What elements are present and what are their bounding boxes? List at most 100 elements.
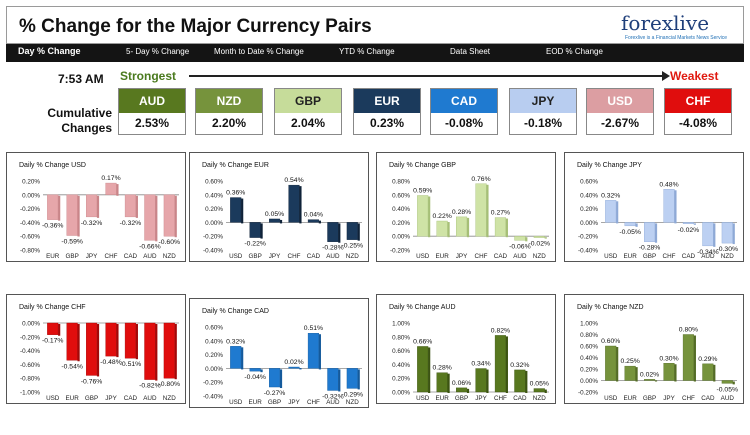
y-tick-label: 0.40%: [580, 355, 598, 362]
bar-value-label: -0.27%: [264, 390, 286, 397]
bar-value-label: -0.22%: [244, 241, 266, 248]
nav-month-to-date-change[interactable]: Month to Date % Change: [214, 47, 304, 56]
y-tick-label: 0.40%: [205, 192, 223, 199]
nav-bar: Day % Change 5- Day % Change Month to Da…: [6, 44, 744, 62]
currency-box-usd[interactable]: USD -2.67%: [586, 88, 654, 135]
bar: [124, 322, 136, 359]
chart-title: Daily % Change CHF: [19, 304, 86, 311]
nav-eod-change[interactable]: EOD % Change: [546, 47, 603, 56]
bar: [249, 368, 261, 372]
bar: [475, 183, 487, 237]
y-tick-label: 0.00%: [22, 321, 40, 328]
bar-value-label: 0.76%: [471, 176, 490, 183]
bar: [417, 195, 429, 237]
currency-box-gbp[interactable]: GBP 2.04%: [274, 88, 342, 135]
currency-name: GBP: [275, 89, 341, 113]
logo-tagline: Forexlive is a Financial Markets News Se…: [625, 35, 727, 41]
weakest-label: Weakest: [670, 69, 719, 83]
bar-value-label: -0.17%: [42, 338, 64, 345]
y-tick-label: -1.00%: [20, 390, 40, 397]
nav-data-sheet[interactable]: Data Sheet: [450, 47, 491, 56]
chart-panel-usd: Daily % Change USD 0.20% 0.00% -0.20% -0.40%…: [6, 152, 186, 262]
bar: [663, 363, 675, 381]
y-tick-label: 0.20%: [205, 352, 223, 359]
bar-shade: [466, 388, 470, 393]
bar-shade: [260, 223, 263, 239]
bar: [144, 322, 156, 380]
y-tick-label: -0.20%: [203, 380, 223, 387]
currency-value: 2.04%: [290, 116, 326, 130]
currency-box-jpy[interactable]: JPY -0.18%: [509, 88, 577, 135]
bar-value-label: -0.51%: [120, 361, 142, 368]
bar-value-label: 0.29%: [698, 356, 717, 363]
bar: [124, 194, 136, 218]
bar-value-label: 0.60%: [601, 338, 620, 345]
currency-box-eur[interactable]: EUR 0.23%: [353, 88, 421, 135]
nav-5day-change[interactable]: 5- Day % Change: [126, 47, 190, 56]
x-category-label: USD: [416, 253, 430, 260]
y-tick-label: 0.80%: [580, 332, 598, 339]
nav-day-change[interactable]: Day % Change: [18, 46, 81, 56]
x-category-label: GBP: [643, 253, 656, 260]
bar: [644, 379, 656, 381]
bar-value-label: 0.59%: [413, 187, 432, 194]
bar: [249, 222, 261, 238]
bar: [47, 194, 59, 220]
bar-value-label: 0.36%: [226, 190, 245, 197]
bar-value-label: 0.05%: [530, 381, 549, 388]
y-tick-label: -0.20%: [390, 248, 410, 255]
bar: [346, 222, 358, 240]
bar-value-label: 0.04%: [304, 212, 323, 219]
currency-box-chf[interactable]: CHF -4.08%: [664, 88, 732, 135]
bar-shade: [505, 218, 508, 238]
y-tick-label: -0.80%: [20, 248, 40, 255]
y-tick-label: 0.80%: [392, 179, 410, 186]
bar: [66, 194, 78, 236]
bar: [327, 368, 339, 391]
bar-value-label: 0.27%: [491, 210, 510, 217]
currency-box-nzd[interactable]: NZD 2.20%: [195, 88, 263, 135]
bar-value-label: 0.32%: [510, 362, 529, 369]
bar: [494, 335, 506, 393]
bar-shade: [338, 369, 341, 392]
currency-box-cad[interactable]: CAD -0.08%: [430, 88, 498, 135]
x-category-label: EUR: [65, 395, 79, 402]
bar-value-label: -0.36%: [42, 223, 64, 230]
y-tick-label: 0.00%: [22, 192, 40, 199]
bar: [514, 235, 526, 241]
bar: [702, 222, 714, 247]
page-title: % Change for the Major Currency Pairs: [19, 16, 372, 37]
bar: [307, 219, 319, 223]
bar-value-label: 0.30%: [659, 355, 678, 362]
currency-box-aud[interactable]: AUD 2.53%: [118, 88, 186, 135]
nav-ytd-change[interactable]: YTD % Change: [339, 47, 395, 56]
bar-value-label: -0.60%: [159, 239, 181, 246]
bar: [702, 363, 714, 381]
currency-value: -4.08%: [678, 116, 718, 130]
currency-value: 2.53%: [134, 116, 170, 130]
y-tick-label: 0.20%: [392, 376, 410, 383]
x-category-label: NZD: [533, 395, 546, 402]
x-category-label: JPY: [105, 395, 117, 402]
chart-svg: Daily % Change USD 0.20% 0.00% -0.20% -0.40%…: [19, 162, 181, 260]
y-tick-label: -0.60%: [20, 362, 40, 369]
x-category-label: AUD: [143, 253, 157, 260]
y-tick-label: 1.00%: [392, 321, 410, 328]
y-tick-label: 0.60%: [392, 348, 410, 355]
bar-value-label: 0.66%: [413, 338, 432, 345]
bar-shade: [135, 195, 138, 218]
y-tick-label: 0.00%: [392, 390, 410, 397]
forexlive-logo[interactable]: forexlive Forexlive is a Financial Marke…: [621, 9, 731, 43]
bar-shade: [447, 222, 450, 238]
bar-shade: [299, 186, 302, 224]
bar-shade: [260, 369, 263, 373]
bar-shade: [635, 223, 638, 227]
bar-value-label: -0.29%: [342, 391, 364, 398]
y-tick-label: 1.00%: [580, 321, 598, 328]
x-category-label: AUD: [701, 253, 715, 260]
bar-shade: [279, 219, 283, 224]
strength-strip: 7:53 AM Strongest Weakest Cumulative Cha…: [0, 64, 750, 144]
bar-value-label: 0.51%: [304, 325, 323, 332]
bar-shade: [174, 324, 177, 380]
currency-value: 2.20%: [211, 116, 247, 130]
